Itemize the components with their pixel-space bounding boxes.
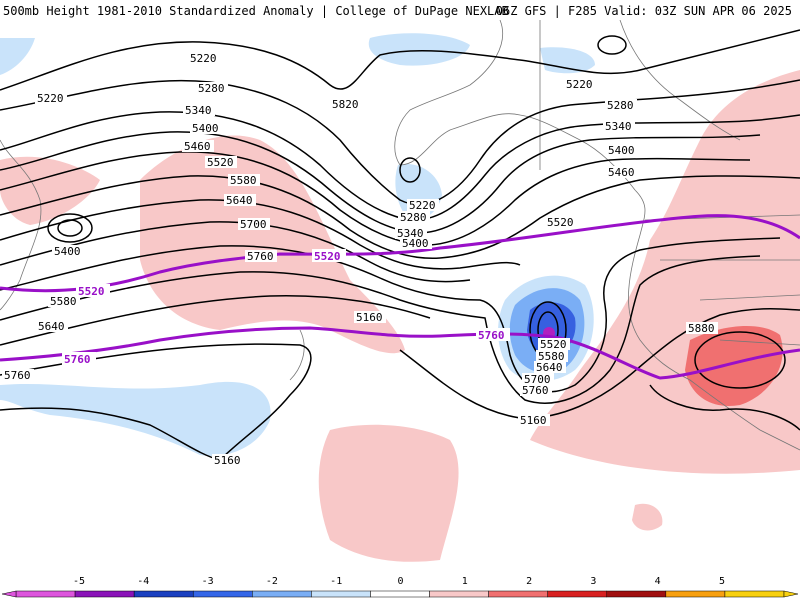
colorbar-segment <box>15 590 76 598</box>
contour-label: 5520 <box>540 338 567 351</box>
colorbar-segment <box>488 590 548 598</box>
negative-anomaly-region <box>368 33 470 66</box>
colorbar-tick-label: 2 <box>526 576 532 587</box>
contour-label: 5280 <box>607 99 634 112</box>
contour-label: 5280 <box>198 82 225 95</box>
contour-label: 5220 <box>566 78 593 91</box>
colorbar-segment <box>665 590 726 598</box>
reference-contour-label: 5760 <box>64 353 91 366</box>
contour-label: 5700 <box>524 373 551 386</box>
colorbar-segment <box>724 590 785 598</box>
contour-label: 5520 <box>547 216 574 229</box>
contour-label: 5220 <box>409 199 436 212</box>
colorbar-graphic: -5 -4 -3 -2 -1 0 1 2 3 4 5 <box>1 576 799 598</box>
colorbar-segment <box>133 590 194 598</box>
contour-label: 5580 <box>50 295 77 308</box>
contour-label: 5400 <box>192 122 219 135</box>
colorbar-tick-label: 0 <box>397 576 403 587</box>
coastlines <box>0 20 800 451</box>
reference-contour-label: 5760 <box>478 329 505 342</box>
contour-label: 5340 <box>397 227 424 240</box>
colorbar-segment <box>606 590 667 598</box>
contour-label: 5160 <box>520 414 547 427</box>
colorbar-segment <box>370 590 430 598</box>
positive-anomaly-region <box>632 503 663 531</box>
negative-anomaly-region <box>540 47 595 74</box>
contour-label: 5640 <box>226 194 253 207</box>
contour-label: 5460 <box>608 166 635 179</box>
contour-label: 5640 <box>536 361 563 374</box>
contour-label: 5280 <box>400 211 427 224</box>
contour-label: 5220 <box>190 52 217 65</box>
colorbar-segment <box>252 590 312 598</box>
contour-label: 5340 <box>605 120 632 133</box>
colorbar: -5 -4 -3 -2 -1 0 1 2 3 4 5 <box>0 574 800 600</box>
colorbar-segment <box>74 590 135 598</box>
contour-label: 5700 <box>240 218 267 231</box>
contour-label: 5760 <box>4 369 31 382</box>
contour-label: 5220 <box>37 92 64 105</box>
colorbar-tick-label: 3 <box>590 576 596 587</box>
colorbar-segment <box>311 590 371 598</box>
model-run-info: 06Z GFS | F285 Valid: 03Z SUN APR 06 202… <box>495 4 792 18</box>
contour-labels: 5220 5220 5280 5340 5400 5460 5520 5580 … <box>2 52 718 467</box>
reference-contours <box>0 214 800 380</box>
colorbar-tick-label: -4 <box>137 576 149 587</box>
reference-contour-labels: 5520 5520 5760 5760 <box>62 249 510 366</box>
contour-label: 5400 <box>608 144 635 157</box>
contour-label: 5460 <box>184 140 211 153</box>
colorbar-tick-label: -2 <box>266 576 278 587</box>
colorbar-tick-label: -5 <box>73 576 85 587</box>
negative-anomaly-region <box>0 38 35 75</box>
colorbar-tick-label: -3 <box>202 576 214 587</box>
colorbar-segment <box>547 590 608 598</box>
contour-label: 5160 <box>356 311 383 324</box>
colorbar-tick-label: 1 <box>462 576 468 587</box>
contour-label: 5160 <box>214 454 241 467</box>
contour-label: 5520 <box>207 156 234 169</box>
positive-anomaly-region <box>318 424 459 562</box>
contour-label: 5400 <box>54 245 81 258</box>
height-contours <box>0 29 800 461</box>
reference-contour-label: 5520 <box>78 285 105 298</box>
colorbar-tick-label: -1 <box>330 576 342 587</box>
colorbar-segment <box>429 590 489 598</box>
anomaly-shading <box>0 33 800 562</box>
contour-label: 5820 <box>332 98 359 111</box>
colorbar-tick-label: 5 <box>719 576 725 587</box>
reference-contour-label: 5520 <box>314 250 341 263</box>
colorbar-segment <box>192 590 253 598</box>
header: 500mb Height 1981-2010 Standardized Anom… <box>0 0 800 20</box>
positive-anomaly-region <box>530 70 800 474</box>
contour-label: 5760 <box>247 250 274 263</box>
colorbar-tick-label: 4 <box>655 576 661 587</box>
contour-label: 5880 <box>688 322 715 335</box>
contour-label: 5580 <box>230 174 257 187</box>
contour-label: 5340 <box>185 104 212 117</box>
contour-label: 5760 <box>522 384 549 397</box>
weather-map: 5220 5220 5280 5340 5400 5460 5520 5580 … <box>0 20 800 562</box>
contour-label: 5580 <box>538 350 565 363</box>
colorbar-right-arrow <box>783 590 799 598</box>
contour-label: 5640 <box>38 320 65 333</box>
colorbar-left-arrow <box>1 590 17 598</box>
negative-anomaly-region <box>0 381 271 456</box>
map-title: 500mb Height 1981-2010 Standardized Anom… <box>3 4 509 18</box>
contour-label: 5400 <box>402 237 429 250</box>
